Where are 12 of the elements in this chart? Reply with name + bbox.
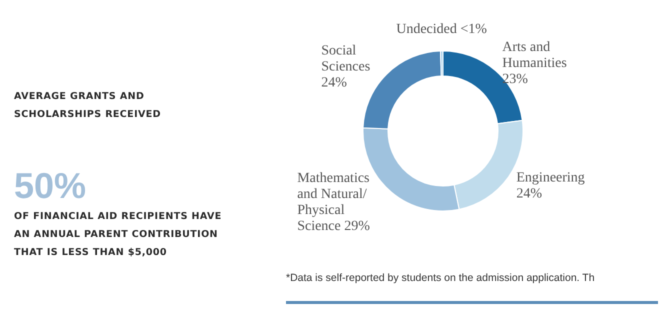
text: 50% (14, 164, 88, 208)
data-label: 24% (516, 186, 542, 202)
slice-label: Undecided <1% (396, 22, 488, 38)
slice-label: Arts and Humanities (502, 40, 567, 71)
text: *Data is self-reported by students on the admission application. Th (286, 272, 595, 284)
text: OF FINANCIAL AID RECIPIENTS HAVE AN ANNUAL PARENT CONTRIBUTION THAT IS LESS THAN $5,000 (14, 210, 223, 260)
data-label: 24% (321, 76, 348, 91)
slice-label: Social Sciences (321, 44, 370, 75)
data-label: 23% (502, 72, 528, 87)
slice-label: Engineering (516, 170, 585, 186)
slice-label: Mathematics and Natural/ Physical Science 29% (297, 171, 370, 234)
text: AVERAGE GRANTS AND SCHOLARSHIPS RECEIVED (14, 90, 162, 122)
